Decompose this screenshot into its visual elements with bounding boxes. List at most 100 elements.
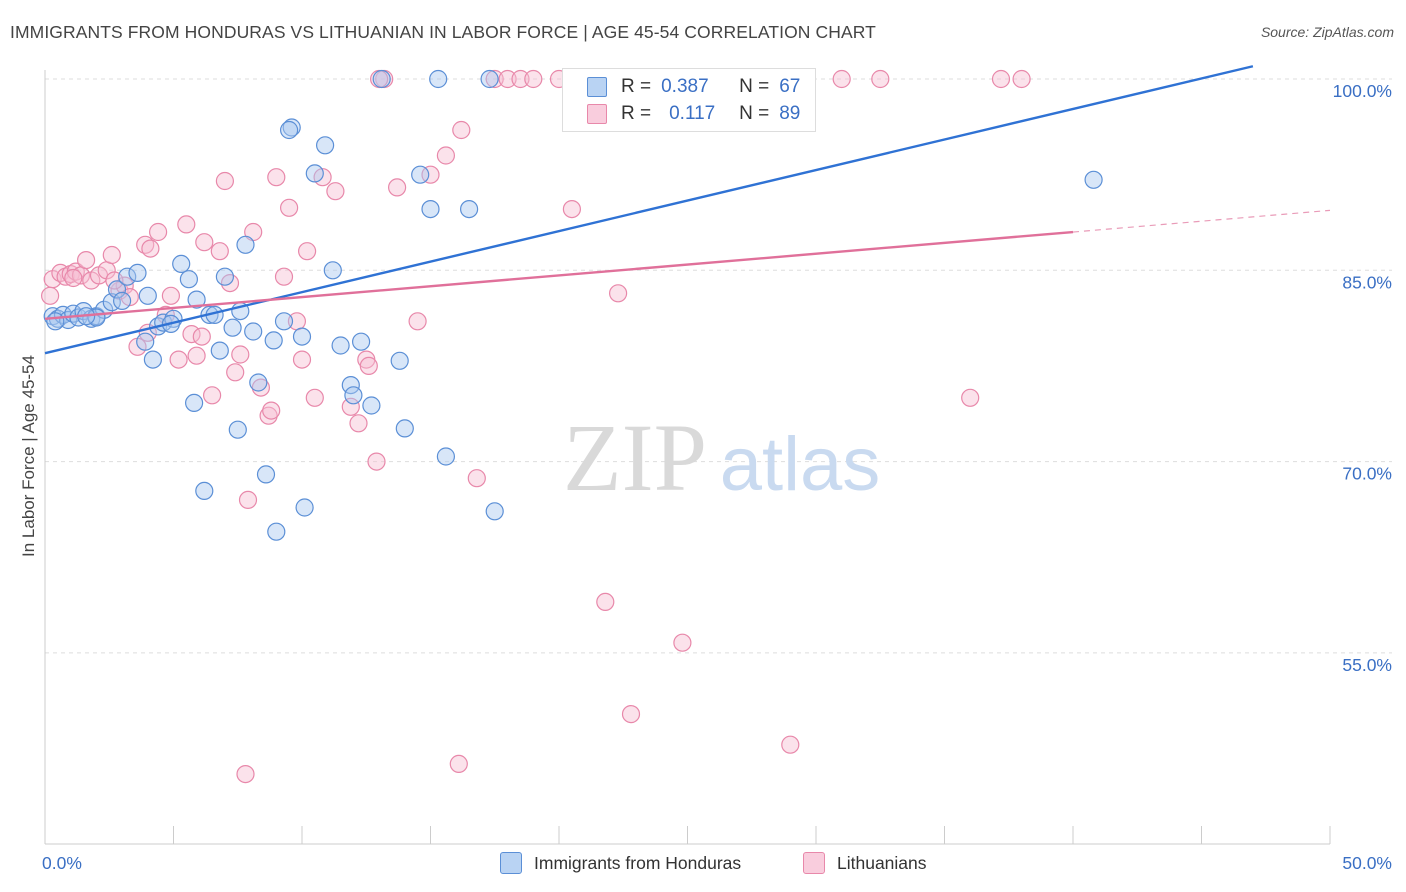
- honduras-point: [362, 396, 381, 415]
- lithuanian-point: [141, 239, 160, 258]
- lithuanian-point: [76, 251, 96, 270]
- lithuanian-point: [673, 633, 692, 652]
- legend-r-label: R =: [621, 103, 652, 124]
- lithuanian-point: [562, 200, 582, 219]
- watermark-atlas: atlas: [720, 422, 881, 507]
- lithuanian-point: [961, 388, 980, 407]
- honduras-point: [331, 336, 350, 355]
- x-tick-label-max: 50.0%: [1342, 853, 1392, 873]
- honduras-point: [421, 200, 440, 219]
- lithuanian-point: [326, 182, 345, 201]
- source-label: Source: ZipAtlas.com: [1260, 24, 1394, 40]
- lithuanian-point: [280, 198, 299, 217]
- honduras-point: [138, 286, 157, 305]
- chart-title: IMMIGRANTS FROM HONDURAS VS LITHUANIAN I…: [10, 22, 876, 42]
- watermark: ZIP atlas: [563, 404, 880, 511]
- lithuanian-point: [511, 69, 530, 89]
- honduras-point: [274, 312, 294, 331]
- lithuanian-point: [262, 401, 281, 420]
- honduras-point: [187, 290, 206, 309]
- honduras-point: [264, 331, 283, 350]
- honduras-point: [1084, 170, 1103, 189]
- lithuanian-point: [195, 233, 214, 252]
- honduras-point: [118, 267, 137, 286]
- lithuanian-point: [467, 469, 486, 488]
- honduras-point: [344, 386, 363, 405]
- honduras-point: [292, 327, 312, 346]
- legend-n-value-honduras: 67: [779, 76, 801, 97]
- honduras-point: [316, 136, 335, 155]
- honduras-point: [107, 280, 127, 299]
- honduras-point: [352, 332, 371, 351]
- honduras-point: [185, 393, 204, 412]
- lithuanian-point: [436, 146, 455, 165]
- honduras-point: [372, 69, 391, 89]
- honduras-point: [249, 373, 268, 392]
- lithuanian-point: [485, 69, 504, 89]
- honduras-point: [395, 419, 414, 438]
- honduras-point: [136, 332, 155, 351]
- lithuanian-point: [388, 178, 407, 197]
- lithuanian-point: [192, 327, 211, 346]
- x-tick-label-min: 0.0%: [42, 853, 82, 873]
- lithuanian-point: [621, 704, 641, 724]
- lithuanian-point: [832, 69, 851, 89]
- legend-r-value-lithuanian: 0.117: [669, 103, 716, 124]
- honduras-point: [172, 254, 191, 273]
- lithuanian-point: [187, 346, 206, 365]
- honduras-point: [295, 498, 314, 517]
- legend-n-label: N =: [739, 103, 770, 124]
- lithuanian-point: [149, 222, 168, 242]
- gridlines: 55.0% 70.0% 85.0% 100.0%: [45, 78, 1392, 675]
- lithuanian-point: [251, 378, 270, 397]
- honduras-point: [46, 312, 65, 331]
- honduras-point: [228, 420, 247, 439]
- legend-row-lithuanian: R = 0.117 N = 89: [587, 102, 800, 126]
- lithuanian-point: [267, 168, 286, 187]
- honduras-point: [179, 270, 198, 289]
- honduras-point: [323, 261, 342, 280]
- lithuanian-trend-extension: [1072, 209, 1331, 233]
- legend-n-label: N =: [739, 76, 770, 97]
- lithuanian-point: [498, 69, 517, 89]
- y-tick-label: 85.0%: [1342, 272, 1392, 292]
- lithuanian-point: [238, 490, 258, 509]
- axes: [44, 70, 1331, 845]
- trend-lines: [44, 65, 1331, 355]
- lithuanian-point: [169, 350, 188, 369]
- honduras-point: [282, 118, 301, 137]
- legend-n-value-lithuanian: 89: [779, 103, 801, 124]
- lithuanian-point: [367, 452, 386, 471]
- lithuanian-point: [408, 312, 427, 331]
- lithuanian-point: [64, 268, 83, 288]
- y-tick-label: 100.0%: [1333, 81, 1392, 101]
- honduras-point: [305, 164, 324, 183]
- honduras-point: [223, 318, 242, 337]
- lithuanian-point: [215, 171, 234, 191]
- legend-r-label: R =: [621, 76, 652, 97]
- honduras-point: [390, 351, 409, 370]
- correlation-legend: R = 0.387 N = 67 R = 0.117 N = 89: [562, 68, 816, 132]
- honduras-point: [429, 69, 448, 89]
- honduras-point: [215, 267, 234, 286]
- watermark-zip: ZIP: [563, 404, 707, 511]
- legend-label-honduras: Immigrants from Honduras: [534, 852, 742, 873]
- lithuanian-points: [40, 69, 1031, 784]
- lithuanian-point: [298, 242, 317, 261]
- lithuanian-point: [349, 414, 368, 433]
- lithuanian-point: [203, 386, 222, 405]
- lithuanian-point: [359, 356, 378, 375]
- honduras-point: [480, 69, 499, 89]
- lithuanian-point: [596, 592, 615, 612]
- series-legend: Immigrants from Honduras Lithuanians: [0, 852, 1406, 878]
- honduras-point: [112, 291, 132, 310]
- honduras-point: [256, 465, 276, 484]
- honduras-point: [411, 165, 430, 184]
- lithuanian-point: [102, 245, 121, 265]
- lithuanian-point: [231, 345, 250, 364]
- honduras-point: [195, 481, 214, 500]
- honduras-point: [128, 263, 147, 282]
- honduras-points: [43, 69, 1103, 541]
- lithuanian-point: [452, 120, 471, 140]
